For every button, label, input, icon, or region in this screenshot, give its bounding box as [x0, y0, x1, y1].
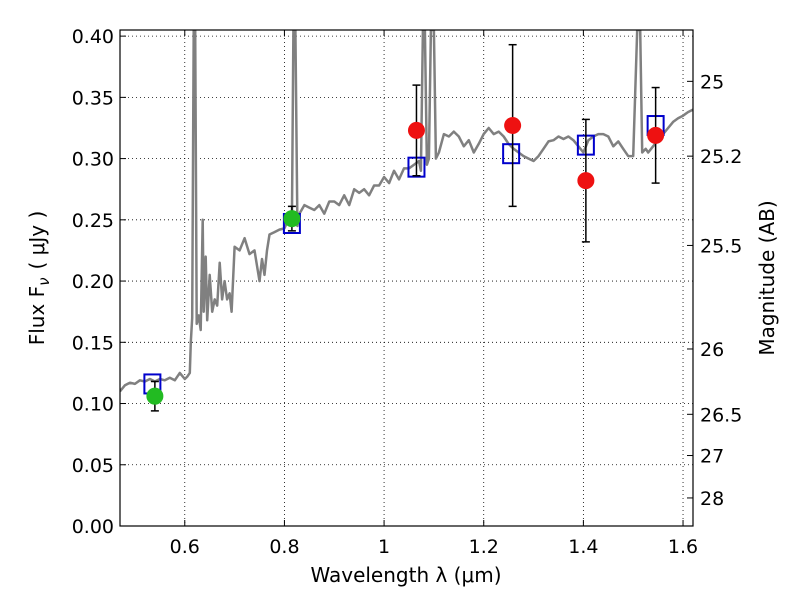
- observed-point: [283, 210, 301, 228]
- y-axis-left-title-main: Flux F: [25, 286, 49, 345]
- model-sed-line: [120, 30, 693, 393]
- x-tick-label: 1.2: [469, 536, 499, 558]
- ticks: 0.6 0.8 1 1.2 1.4 1.6 0.00 0.05 0.10 0.15 0.20 0.25…: [72, 26, 743, 558]
- y-tick-label: 0.30: [72, 149, 114, 171]
- plot-frame: [119, 29, 694, 527]
- observed-point: [407, 121, 425, 139]
- right-tick-label: 26: [700, 339, 724, 361]
- x-tick-label: 0.8: [269, 536, 299, 558]
- x-tick-label: 1.4: [568, 536, 598, 558]
- plot-area: [120, 30, 693, 393]
- y-tick-label: 0.15: [72, 332, 114, 354]
- y-tick-label: 0.00: [72, 516, 114, 538]
- x-tick-label: 0.6: [170, 536, 200, 558]
- right-tick-label: 25.5: [700, 235, 742, 257]
- observed-point: [647, 126, 665, 144]
- right-tick-label: 25.2: [700, 146, 742, 168]
- data-points: [143, 43, 665, 412]
- y-tick-label: 0.40: [72, 26, 114, 48]
- svg-text:Magnitude (AB): Magnitude (AB): [755, 200, 779, 355]
- x-tick-label: 1: [378, 536, 390, 558]
- grid: [120, 30, 693, 527]
- right-tick-label: 26.5: [700, 404, 742, 426]
- y-axis-left-title-unit: ( μJy ): [25, 211, 49, 270]
- svg-text:Flux Fν( μJy ): Flux Fν ( μJy ): [25, 211, 53, 346]
- observed-point: [504, 117, 522, 135]
- right-tick-label: 27: [700, 446, 724, 468]
- y-axis-left-title: Flux Fν ( μJy ): [25, 211, 53, 346]
- y-tick-label: 0.25: [72, 210, 114, 232]
- y-tick-label: 0.35: [72, 87, 114, 109]
- observed-point: [146, 387, 164, 405]
- model-photometry-square: [502, 143, 521, 165]
- y-tick-label: 0.05: [72, 455, 114, 477]
- y-tick-label: 0.10: [72, 394, 114, 416]
- x-tick-label: 1.6: [668, 536, 698, 558]
- right-tick-label: 25: [700, 71, 724, 93]
- observed-point: [577, 172, 595, 190]
- x-axis-title: Wavelength λ (μm): [310, 563, 501, 587]
- y-axis-right-title: Magnitude (AB): [755, 200, 779, 355]
- y-axis-left-title-sub: ν: [35, 277, 53, 285]
- y-tick-label: 0.20: [72, 271, 114, 293]
- right-tick-label: 28: [700, 488, 724, 510]
